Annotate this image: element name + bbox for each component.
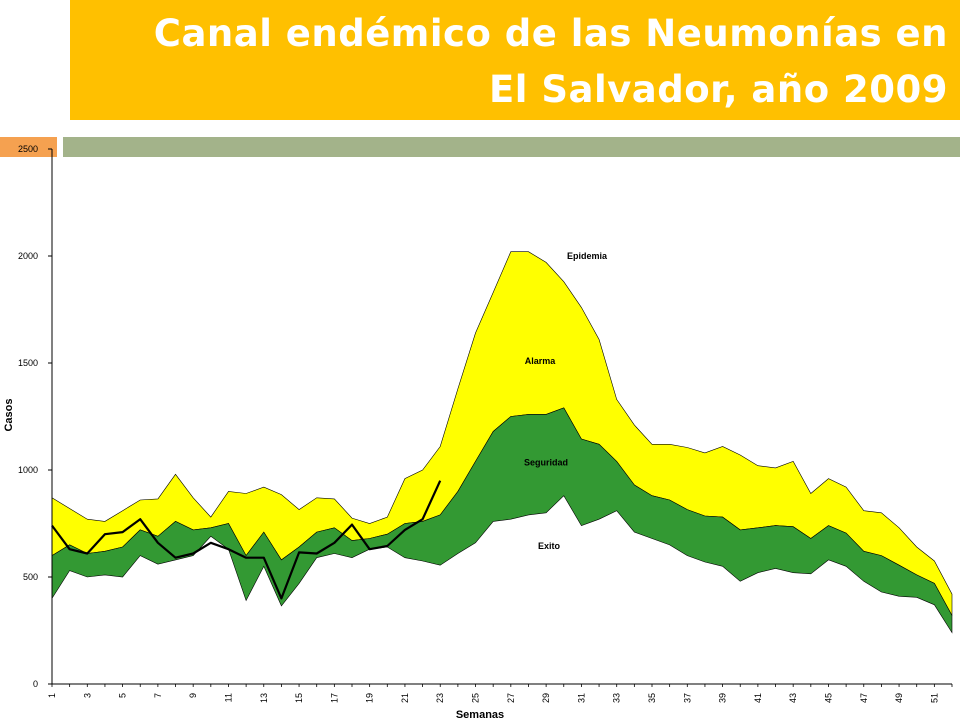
x-tick-label: 5 bbox=[118, 693, 128, 698]
x-tick-label: 15 bbox=[294, 693, 304, 703]
x-tick-label: 25 bbox=[471, 693, 481, 703]
orange-accent-bar bbox=[0, 137, 57, 157]
x-tick-label: 35 bbox=[647, 693, 657, 703]
x-tick-label: 3 bbox=[82, 693, 92, 698]
x-tick-label: 33 bbox=[612, 693, 622, 703]
seguridad-band bbox=[51, 407, 953, 634]
x-tick-label: 27 bbox=[506, 693, 516, 703]
x-tick-label: 49 bbox=[894, 693, 904, 703]
slide-title: Canal endémico de las Neumonías en El Sa… bbox=[88, 6, 948, 118]
x-tick-label: 19 bbox=[365, 693, 375, 703]
x-tick-label: 13 bbox=[259, 693, 269, 703]
x-tick-label: 31 bbox=[576, 693, 586, 703]
band-layer bbox=[51, 251, 953, 634]
y-tick-label: 500 bbox=[23, 572, 38, 582]
x-tick-label: 23 bbox=[435, 693, 445, 703]
x-tick-label: 39 bbox=[718, 693, 728, 703]
zone-label-alarma: Alarma bbox=[525, 356, 557, 366]
x-tick-label: 9 bbox=[188, 693, 198, 698]
x-tick-label: 17 bbox=[329, 693, 339, 703]
x-tick-label: 51 bbox=[929, 693, 939, 703]
observed-2009-line bbox=[51, 480, 442, 600]
x-tick-label: 7 bbox=[153, 693, 163, 698]
title-banner: Canal endémico de las Neumonías en El Sa… bbox=[70, 0, 960, 120]
green-accent-bar bbox=[63, 137, 960, 157]
y-axis-title: Casos bbox=[3, 398, 15, 431]
x-tick-label: 47 bbox=[859, 693, 869, 703]
x-tick-label: 45 bbox=[823, 693, 833, 703]
x-tick-label: 11 bbox=[223, 693, 233, 702]
y-tick-label: 1000 bbox=[18, 465, 38, 475]
title-line-2: El Salvador, año 2009 bbox=[489, 68, 948, 111]
x-tick-label: 43 bbox=[788, 693, 798, 703]
zone-labels-layer: Epidemia Alarma Seguridad Exito bbox=[524, 251, 608, 551]
y-tick-label: 2500 bbox=[18, 144, 38, 154]
x-tick-label: 29 bbox=[541, 693, 551, 703]
x-tick-label: 37 bbox=[682, 693, 692, 703]
observed-line-layer bbox=[51, 480, 442, 600]
x-tick-label: 21 bbox=[400, 693, 410, 703]
zone-label-epidemia: Epidemia bbox=[567, 251, 608, 261]
y-tick-label: 2000 bbox=[18, 251, 38, 261]
x-tick-label: 41 bbox=[753, 693, 763, 703]
y-tick-label: 1500 bbox=[18, 358, 38, 368]
zone-label-seguridad: Seguridad bbox=[524, 458, 568, 468]
x-axis-title: Semanas bbox=[456, 709, 504, 720]
title-line-1: Canal endémico de las Neumonías en bbox=[153, 12, 948, 55]
zone-label-exito: Exito bbox=[538, 541, 561, 551]
x-tick-label: 1 bbox=[47, 693, 57, 698]
y-tick-label: 0 bbox=[33, 679, 38, 689]
